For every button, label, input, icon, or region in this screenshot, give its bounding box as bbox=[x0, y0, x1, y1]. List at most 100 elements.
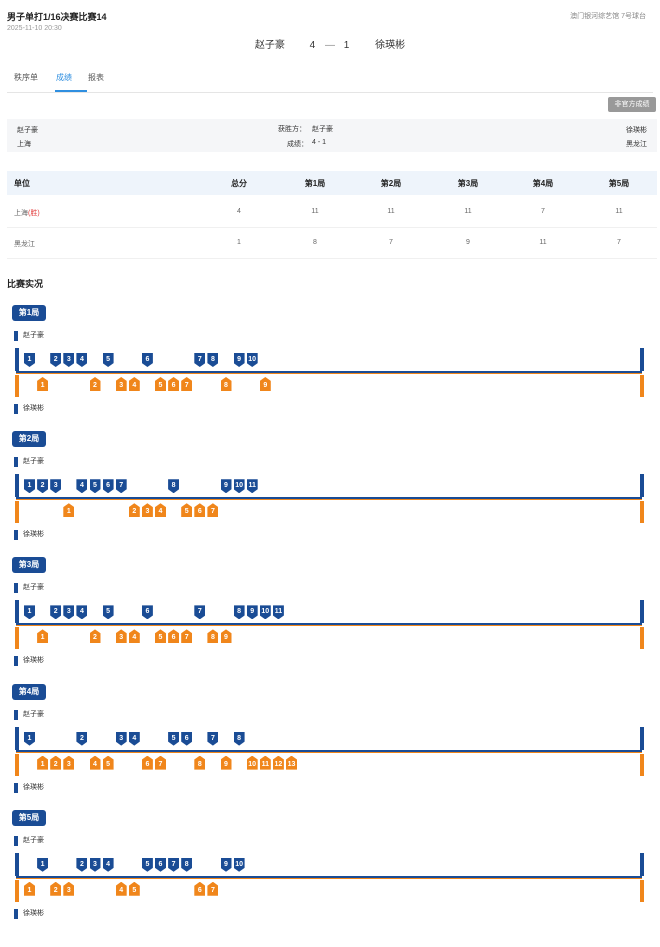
unofficial-results-button[interactable]: 非官方成绩 bbox=[608, 97, 656, 112]
col-game3: 第3局 bbox=[457, 179, 479, 188]
point-marker-p2: 9 bbox=[220, 629, 232, 644]
point-marker-p1: 9 bbox=[233, 353, 245, 367]
timeline-track bbox=[16, 749, 642, 752]
point-marker-p2: 8 bbox=[194, 755, 206, 770]
score-header: 赵子豪 4 — 1 徐瑛彬 bbox=[0, 36, 660, 51]
start-post bbox=[15, 879, 19, 902]
point-marker-p2: 4 bbox=[89, 755, 101, 770]
start-post bbox=[15, 600, 19, 624]
tab-order-sheet[interactable]: 秩序单 bbox=[14, 73, 38, 82]
tab-bar: 秩序单 成绩 报表 bbox=[7, 68, 653, 93]
point-marker-p2: 11 bbox=[259, 755, 271, 770]
point-marker-p2: 2 bbox=[50, 881, 62, 896]
end-post bbox=[640, 852, 644, 876]
match-summary: 赵子豪 上海 获胜方： 赵子豪 成绩： 4 - 1 徐瑛彬 黑龙江 bbox=[7, 119, 657, 152]
row-game4: 7 bbox=[541, 208, 545, 215]
player2-label: 徐瑛彬 bbox=[14, 404, 44, 414]
col-unit: 单位 bbox=[14, 179, 30, 188]
row-unit: 上海(胜) bbox=[14, 210, 40, 217]
timeline-track bbox=[16, 371, 642, 373]
point-marker-p1: 10 bbox=[246, 353, 258, 367]
p2-name: 徐瑛彬 bbox=[626, 127, 647, 134]
point-marker-p2: 3 bbox=[115, 629, 127, 644]
game-badge[interactable]: 第1局 bbox=[12, 305, 46, 321]
match-title: 男子单打1/16决赛比赛14 bbox=[7, 12, 107, 22]
point-marker-p2: 6 bbox=[194, 503, 206, 518]
point-marker-p2: 1 bbox=[63, 503, 75, 518]
point-marker-p1: 9 bbox=[220, 857, 232, 872]
point-marker-p2: 1 bbox=[37, 629, 49, 644]
point-marker-p2: 5 bbox=[155, 629, 166, 644]
point-marker-p1: 2 bbox=[76, 731, 88, 746]
player1-label: 赵子豪 bbox=[14, 331, 44, 341]
point-marker-p1: 6 bbox=[141, 353, 153, 367]
start-post bbox=[15, 726, 19, 750]
start-post bbox=[15, 753, 19, 776]
tab-results[interactable]: 成绩 bbox=[56, 73, 72, 82]
player2-label: 徐瑛彬 bbox=[14, 656, 44, 667]
point-marker-p2: 6 bbox=[168, 629, 180, 644]
point-marker-p1: 6 bbox=[181, 731, 193, 746]
point-marker-p1: 5 bbox=[89, 479, 101, 494]
player2-name: 徐瑛彬 bbox=[375, 40, 406, 51]
point-marker-p2: 9 bbox=[220, 755, 232, 770]
timeline-track-shadow bbox=[16, 751, 642, 753]
tab-report[interactable]: 报表 bbox=[88, 73, 104, 82]
start-post bbox=[15, 348, 19, 371]
player1-label: 赵子豪 bbox=[14, 709, 44, 720]
point-marker-p2: 12 bbox=[272, 755, 284, 770]
point-marker-p2: 5 bbox=[181, 503, 193, 518]
start-post bbox=[15, 627, 19, 650]
timeline-track bbox=[16, 875, 642, 878]
point-marker-p1: 1 bbox=[24, 731, 35, 746]
point-marker-p2: 2 bbox=[89, 629, 101, 644]
point-marker-p2: 7 bbox=[207, 881, 219, 896]
end-post bbox=[640, 501, 644, 524]
timeline-track-shadow bbox=[16, 877, 642, 879]
live-section-title: 比赛实况 bbox=[7, 279, 44, 289]
result-label: 成绩： bbox=[287, 141, 308, 148]
winner-mark: (胜) bbox=[28, 210, 40, 217]
end-post bbox=[640, 753, 644, 776]
row-game1: 8 bbox=[313, 239, 317, 246]
row-game3: 11 bbox=[464, 208, 472, 215]
point-marker-p1: 9 bbox=[220, 479, 232, 494]
point-marker-p1: 1 bbox=[24, 605, 35, 620]
point-marker-p1: 2 bbox=[37, 479, 49, 494]
point-marker-p2: 3 bbox=[63, 881, 75, 896]
point-marker-p1: 3 bbox=[63, 353, 75, 367]
point-marker-p2: 2 bbox=[89, 377, 101, 391]
row-unit: 黑龙江 bbox=[14, 241, 35, 248]
point-marker-p2: 3 bbox=[141, 503, 153, 518]
game-badge[interactable]: 第3局 bbox=[12, 557, 46, 574]
match-venue: 澳门银河综艺馆 7号球台 bbox=[570, 13, 646, 20]
winner-name: 赵子豪 bbox=[312, 126, 333, 133]
row-game2: 7 bbox=[389, 239, 393, 246]
point-marker-p1: 7 bbox=[168, 857, 180, 872]
game-badge[interactable]: 第4局 bbox=[12, 683, 46, 700]
col-game5: 第5局 bbox=[608, 179, 630, 188]
point-marker-p2: 3 bbox=[115, 377, 127, 391]
point-marker-p1: 2 bbox=[76, 857, 88, 872]
point-marker-p1: 3 bbox=[63, 605, 75, 620]
player2-label: 徐瑛彬 bbox=[14, 782, 44, 793]
row-game2: 11 bbox=[387, 208, 395, 215]
game-badge[interactable]: 第2局 bbox=[12, 431, 46, 448]
point-marker-p1: 3 bbox=[115, 731, 127, 746]
game-badge[interactable]: 第5局 bbox=[12, 809, 46, 826]
player1-name: 赵子豪 bbox=[254, 40, 285, 51]
point-marker-p2: 5 bbox=[128, 881, 140, 896]
point-marker-p1: 5 bbox=[168, 731, 180, 746]
point-marker-p1: 4 bbox=[128, 731, 140, 746]
score-table-header: 单位 总分 第1局 第2局 第3局 第4局 第5局 bbox=[7, 171, 657, 195]
point-marker-p1: 8 bbox=[233, 605, 245, 620]
timeline-track-shadow bbox=[16, 373, 642, 374]
timeline-track bbox=[16, 623, 642, 626]
col-game1: 第1局 bbox=[304, 179, 326, 188]
point-marker-p1: 8 bbox=[207, 353, 219, 367]
row-game3: 9 bbox=[466, 239, 470, 246]
point-marker-p2: 3 bbox=[63, 755, 75, 770]
point-marker-p1: 8 bbox=[181, 857, 193, 872]
point-marker-p2: 6 bbox=[194, 881, 206, 896]
point-marker-p1: 3 bbox=[89, 857, 101, 872]
